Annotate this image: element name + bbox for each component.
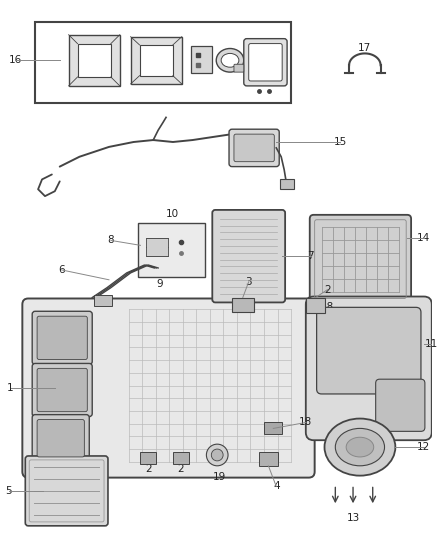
Text: 11: 11 — [425, 339, 438, 349]
Bar — [280, 180, 294, 189]
Ellipse shape — [346, 437, 374, 457]
Text: 1: 1 — [7, 383, 14, 393]
Text: 17: 17 — [358, 44, 371, 53]
Text: 19: 19 — [212, 472, 226, 482]
Bar — [173, 452, 189, 464]
FancyBboxPatch shape — [306, 296, 432, 440]
Text: 18: 18 — [321, 302, 334, 312]
Bar — [138, 223, 205, 277]
Text: 9: 9 — [157, 279, 163, 289]
Text: 2: 2 — [324, 285, 331, 295]
Text: 18: 18 — [299, 417, 312, 427]
Bar — [94, 295, 112, 306]
Bar — [306, 297, 325, 313]
Text: 12: 12 — [417, 442, 431, 452]
Bar — [131, 37, 182, 84]
Bar — [141, 452, 156, 464]
FancyBboxPatch shape — [229, 129, 279, 167]
FancyBboxPatch shape — [234, 134, 274, 161]
Ellipse shape — [336, 429, 385, 466]
Text: 10: 10 — [166, 209, 179, 219]
Bar — [146, 238, 168, 256]
Text: 5: 5 — [5, 486, 12, 496]
Text: 8: 8 — [108, 236, 114, 245]
FancyBboxPatch shape — [310, 215, 411, 303]
Text: 14: 14 — [417, 233, 431, 244]
Ellipse shape — [206, 444, 228, 466]
Ellipse shape — [211, 449, 223, 461]
Bar — [232, 297, 254, 312]
Text: 15: 15 — [334, 137, 347, 147]
Ellipse shape — [325, 418, 396, 475]
Bar — [78, 44, 111, 77]
FancyBboxPatch shape — [25, 456, 108, 526]
Ellipse shape — [216, 49, 244, 72]
FancyBboxPatch shape — [32, 311, 92, 365]
FancyBboxPatch shape — [234, 64, 244, 72]
Text: 4: 4 — [273, 481, 279, 491]
Bar — [69, 35, 120, 86]
FancyBboxPatch shape — [212, 210, 285, 302]
FancyBboxPatch shape — [37, 368, 87, 411]
Bar — [35, 22, 291, 103]
Bar — [140, 45, 173, 76]
FancyBboxPatch shape — [22, 298, 314, 478]
Text: 16: 16 — [9, 55, 22, 66]
Text: 6: 6 — [58, 265, 65, 275]
FancyBboxPatch shape — [249, 44, 282, 81]
Ellipse shape — [221, 53, 239, 67]
FancyBboxPatch shape — [37, 419, 85, 457]
FancyBboxPatch shape — [376, 379, 425, 431]
FancyBboxPatch shape — [32, 415, 89, 462]
FancyBboxPatch shape — [244, 39, 287, 86]
Text: 13: 13 — [346, 513, 360, 523]
FancyBboxPatch shape — [37, 316, 87, 359]
Bar — [265, 423, 282, 434]
FancyBboxPatch shape — [317, 308, 421, 394]
Text: 7: 7 — [307, 251, 314, 261]
Bar — [191, 45, 212, 73]
FancyBboxPatch shape — [32, 364, 92, 417]
Text: 2: 2 — [177, 464, 184, 474]
Bar — [258, 452, 278, 466]
Text: 3: 3 — [245, 277, 252, 287]
Text: 2: 2 — [145, 464, 152, 474]
